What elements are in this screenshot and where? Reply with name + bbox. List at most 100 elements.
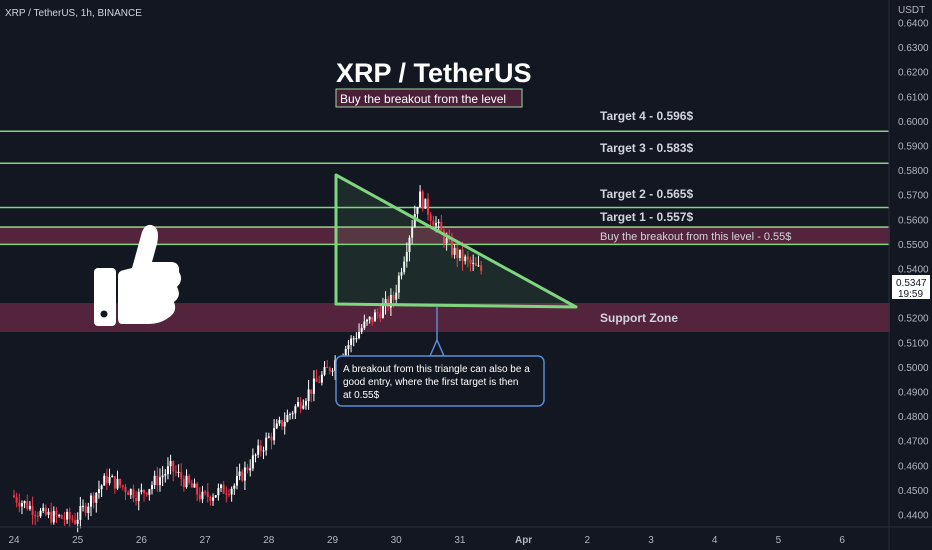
candle — [334, 355, 337, 380]
candle — [331, 368, 334, 377]
candle — [363, 314, 366, 331]
candle — [458, 249, 461, 262]
candle — [249, 459, 252, 477]
candle — [389, 288, 392, 316]
candle — [283, 412, 286, 435]
price-axis-currency: USDT — [898, 5, 925, 16]
candle — [172, 460, 175, 482]
candle — [63, 511, 66, 526]
candle — [185, 469, 188, 489]
candle — [225, 486, 228, 503]
candle — [174, 465, 177, 477]
last-price-badge — [892, 275, 930, 299]
target4-label: Target 4 - 0.596$ — [600, 109, 693, 123]
candle — [140, 483, 143, 495]
candle — [442, 227, 445, 249]
candle — [15, 492, 18, 508]
candle — [137, 488, 140, 511]
candle — [26, 494, 29, 511]
candle — [257, 439, 260, 458]
candle — [243, 461, 246, 491]
time-tick-label: 24 — [8, 535, 20, 546]
candle — [384, 291, 387, 315]
price-tick-label: 0.5600 — [898, 215, 929, 226]
candle — [366, 318, 369, 326]
candle — [18, 493, 21, 513]
candle — [323, 361, 326, 377]
candle — [352, 335, 355, 347]
candle — [304, 398, 307, 410]
time-tick-label: 26 — [136, 535, 148, 546]
candle — [419, 185, 422, 208]
candle — [273, 419, 276, 445]
price-axis-ticks[interactable]: 0.6400 0.6300 0.6200 0.6100 0.6000 0.5900 0.58… — [898, 19, 929, 522]
time-axis-ticks[interactable]: 24 25 26 27 28 29 30 31 Apr 2 3 4 5 6 — [8, 535, 845, 546]
time-tick-label: 31 — [454, 535, 466, 546]
candle — [477, 255, 480, 267]
candle — [310, 389, 313, 403]
callout-line-3: at 0.55$ — [343, 390, 380, 401]
candle-countdown: 19:59 — [898, 289, 923, 300]
candle — [227, 488, 230, 498]
time-tick-label: 6 — [839, 535, 845, 546]
candle — [68, 507, 71, 528]
candle — [251, 448, 254, 472]
candle — [238, 463, 241, 481]
candle — [403, 256, 406, 275]
callout-line-2: good entry, where the first target is th… — [343, 377, 518, 388]
descending-triangle — [334, 173, 578, 309]
candle — [190, 479, 193, 488]
candle — [92, 491, 95, 509]
target3-label: Target 3 - 0.583$ — [600, 141, 693, 155]
price-tick-label: 0.4400 — [898, 511, 929, 522]
candle — [411, 219, 414, 244]
candle — [326, 359, 329, 368]
price-tick-label: 0.6100 — [898, 92, 929, 103]
candle — [127, 490, 130, 495]
thumbs-up-icon — [94, 224, 182, 326]
price-tick-label: 0.5400 — [898, 265, 929, 276]
candle — [265, 432, 268, 456]
candle — [132, 484, 135, 503]
candle — [259, 439, 262, 457]
price-tick-label: 0.5200 — [898, 314, 929, 325]
candle — [469, 256, 472, 272]
candle — [291, 410, 294, 420]
price-tick-label: 0.6300 — [898, 43, 929, 54]
candle — [278, 416, 281, 426]
price-tick-label: 0.5900 — [898, 142, 929, 153]
candle — [66, 508, 69, 524]
candle — [289, 412, 292, 420]
chart-title: XRP / TetherUS — [336, 58, 532, 88]
candle — [13, 489, 15, 499]
candle — [89, 492, 92, 517]
symbol-header: XRP / TetherUS, 1h, BINANCE — [5, 8, 142, 19]
target2-label: Target 2 - 0.565$ — [600, 187, 693, 201]
candle — [376, 308, 379, 319]
candle — [129, 488, 132, 499]
candle — [358, 323, 361, 340]
candle — [214, 494, 217, 498]
candle — [143, 489, 146, 502]
price-tick-label: 0.6200 — [898, 68, 929, 79]
candle — [23, 500, 26, 509]
candle — [294, 404, 297, 420]
candle — [220, 483, 223, 493]
candle — [379, 305, 382, 323]
candle — [246, 463, 249, 474]
candle — [427, 193, 430, 221]
candle — [296, 397, 299, 408]
candle — [230, 486, 233, 502]
candle — [198, 487, 201, 503]
candle — [82, 499, 85, 512]
chart-subtitle: Buy the breakout from the level — [340, 92, 506, 106]
time-tick-label: 29 — [327, 535, 339, 546]
candle — [347, 339, 350, 358]
candle — [28, 501, 31, 511]
candle — [217, 483, 220, 501]
candle — [36, 511, 39, 522]
candle — [474, 256, 477, 267]
candle — [95, 492, 98, 513]
candle — [105, 468, 108, 491]
